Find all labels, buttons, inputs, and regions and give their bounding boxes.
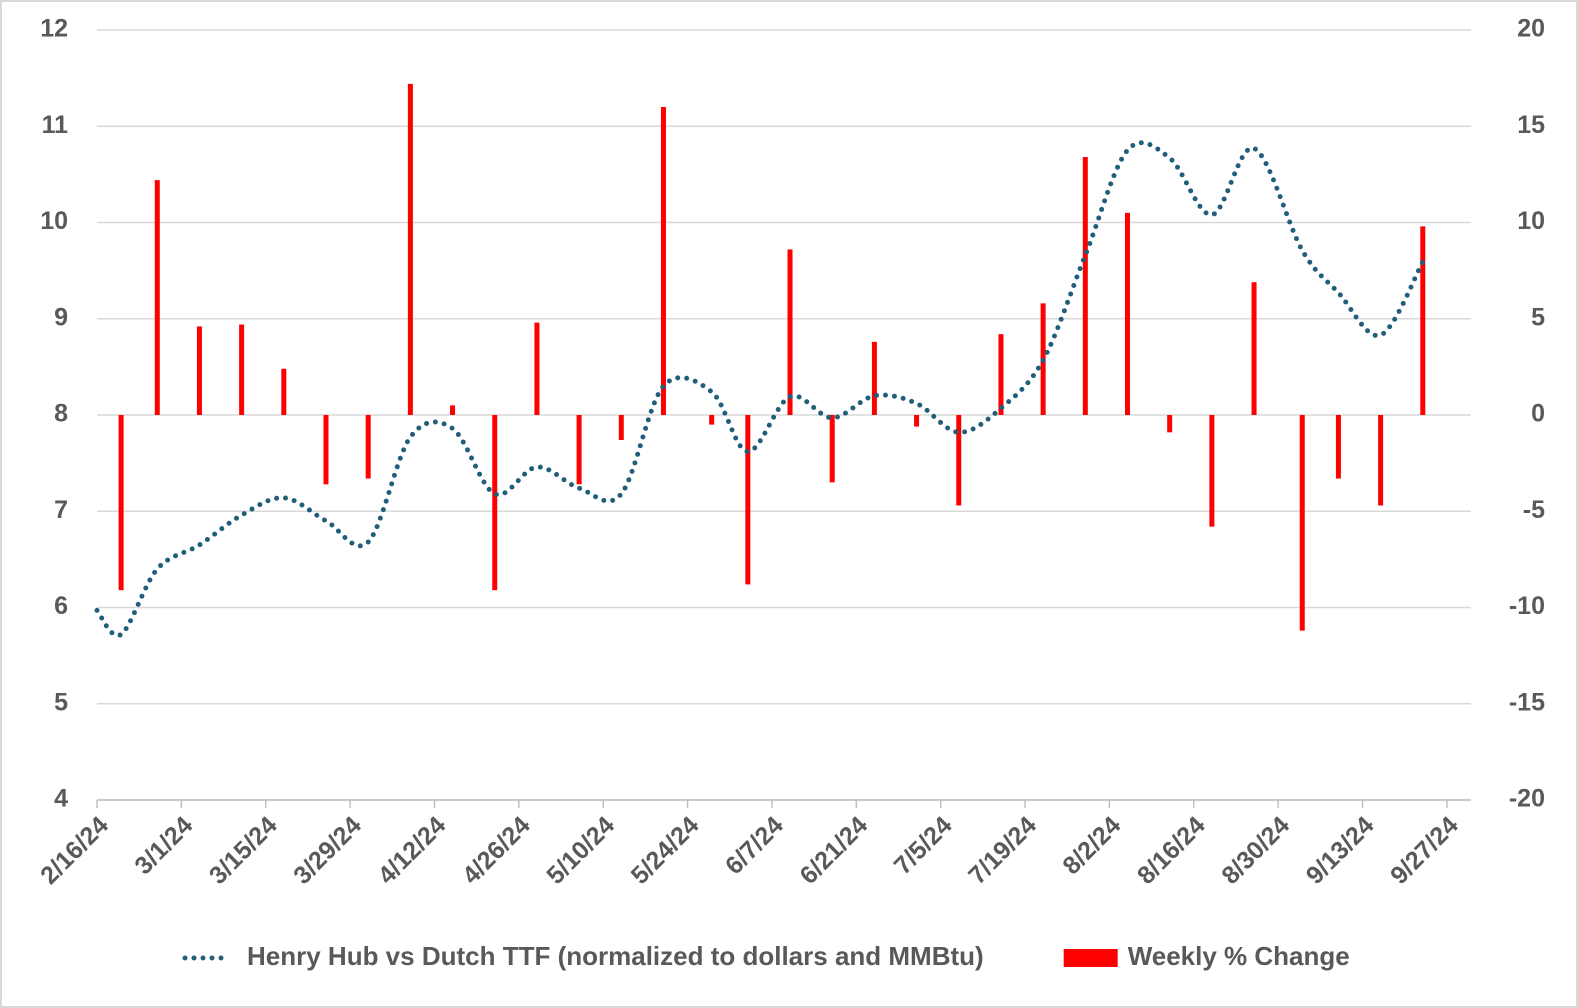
y-tick-label: 9	[54, 303, 68, 331]
bar	[1299, 415, 1305, 631]
y2-tick-label: -20	[1509, 785, 1545, 813]
bar	[450, 405, 456, 415]
y-tick-label: 6	[54, 592, 68, 620]
bar	[1167, 415, 1173, 433]
bar	[492, 415, 498, 591]
y-tick-label: 7	[54, 496, 68, 524]
legend-label: Weekly % Change	[1128, 941, 1350, 971]
bar	[154, 180, 160, 415]
y2-tick-label: 20	[1517, 15, 1545, 43]
bar	[871, 341, 877, 415]
bar	[618, 415, 624, 441]
y-tick-label: 10	[40, 207, 68, 235]
bar	[239, 324, 245, 415]
y2-tick-label: -5	[1523, 496, 1545, 524]
y2-tick-label: 0	[1531, 400, 1545, 428]
bar	[1125, 212, 1130, 415]
y-tick-label: 11	[42, 111, 69, 139]
bar	[1335, 415, 1341, 479]
legend-swatch	[1063, 949, 1118, 967]
bar	[709, 415, 715, 425]
bar	[365, 415, 371, 479]
line	[94, 140, 1426, 639]
y2-tick-label: 5	[1531, 303, 1545, 331]
bar	[1209, 415, 1215, 527]
bar	[787, 249, 793, 415]
bar	[196, 326, 202, 415]
y-tick-label: 12	[40, 15, 68, 43]
bar	[829, 415, 835, 483]
bar	[1082, 157, 1088, 416]
bar	[1251, 282, 1257, 415]
bar	[281, 368, 287, 415]
y-tick-label: 4	[54, 785, 68, 813]
bar	[660, 107, 666, 415]
bar	[914, 415, 920, 427]
y-tick-label: 5	[54, 688, 68, 716]
y2-tick-label: -15	[1509, 688, 1545, 716]
bar	[323, 415, 329, 485]
y2-tick-label: -10	[1509, 592, 1545, 620]
bar	[1378, 415, 1384, 506]
y2-tick-label: 15	[1517, 111, 1545, 139]
y2-tick-label: 10	[1517, 207, 1545, 235]
bar	[998, 334, 1004, 415]
bar	[576, 415, 582, 485]
bar	[407, 83, 413, 416]
bar	[118, 415, 124, 591]
y-tick-label: 8	[54, 400, 68, 428]
bar	[956, 415, 962, 506]
bar	[745, 415, 751, 585]
bar	[534, 322, 540, 415]
bar	[1420, 226, 1426, 415]
legend-label: Henry Hub vs Dutch TTF (normalized to do…	[247, 941, 984, 971]
